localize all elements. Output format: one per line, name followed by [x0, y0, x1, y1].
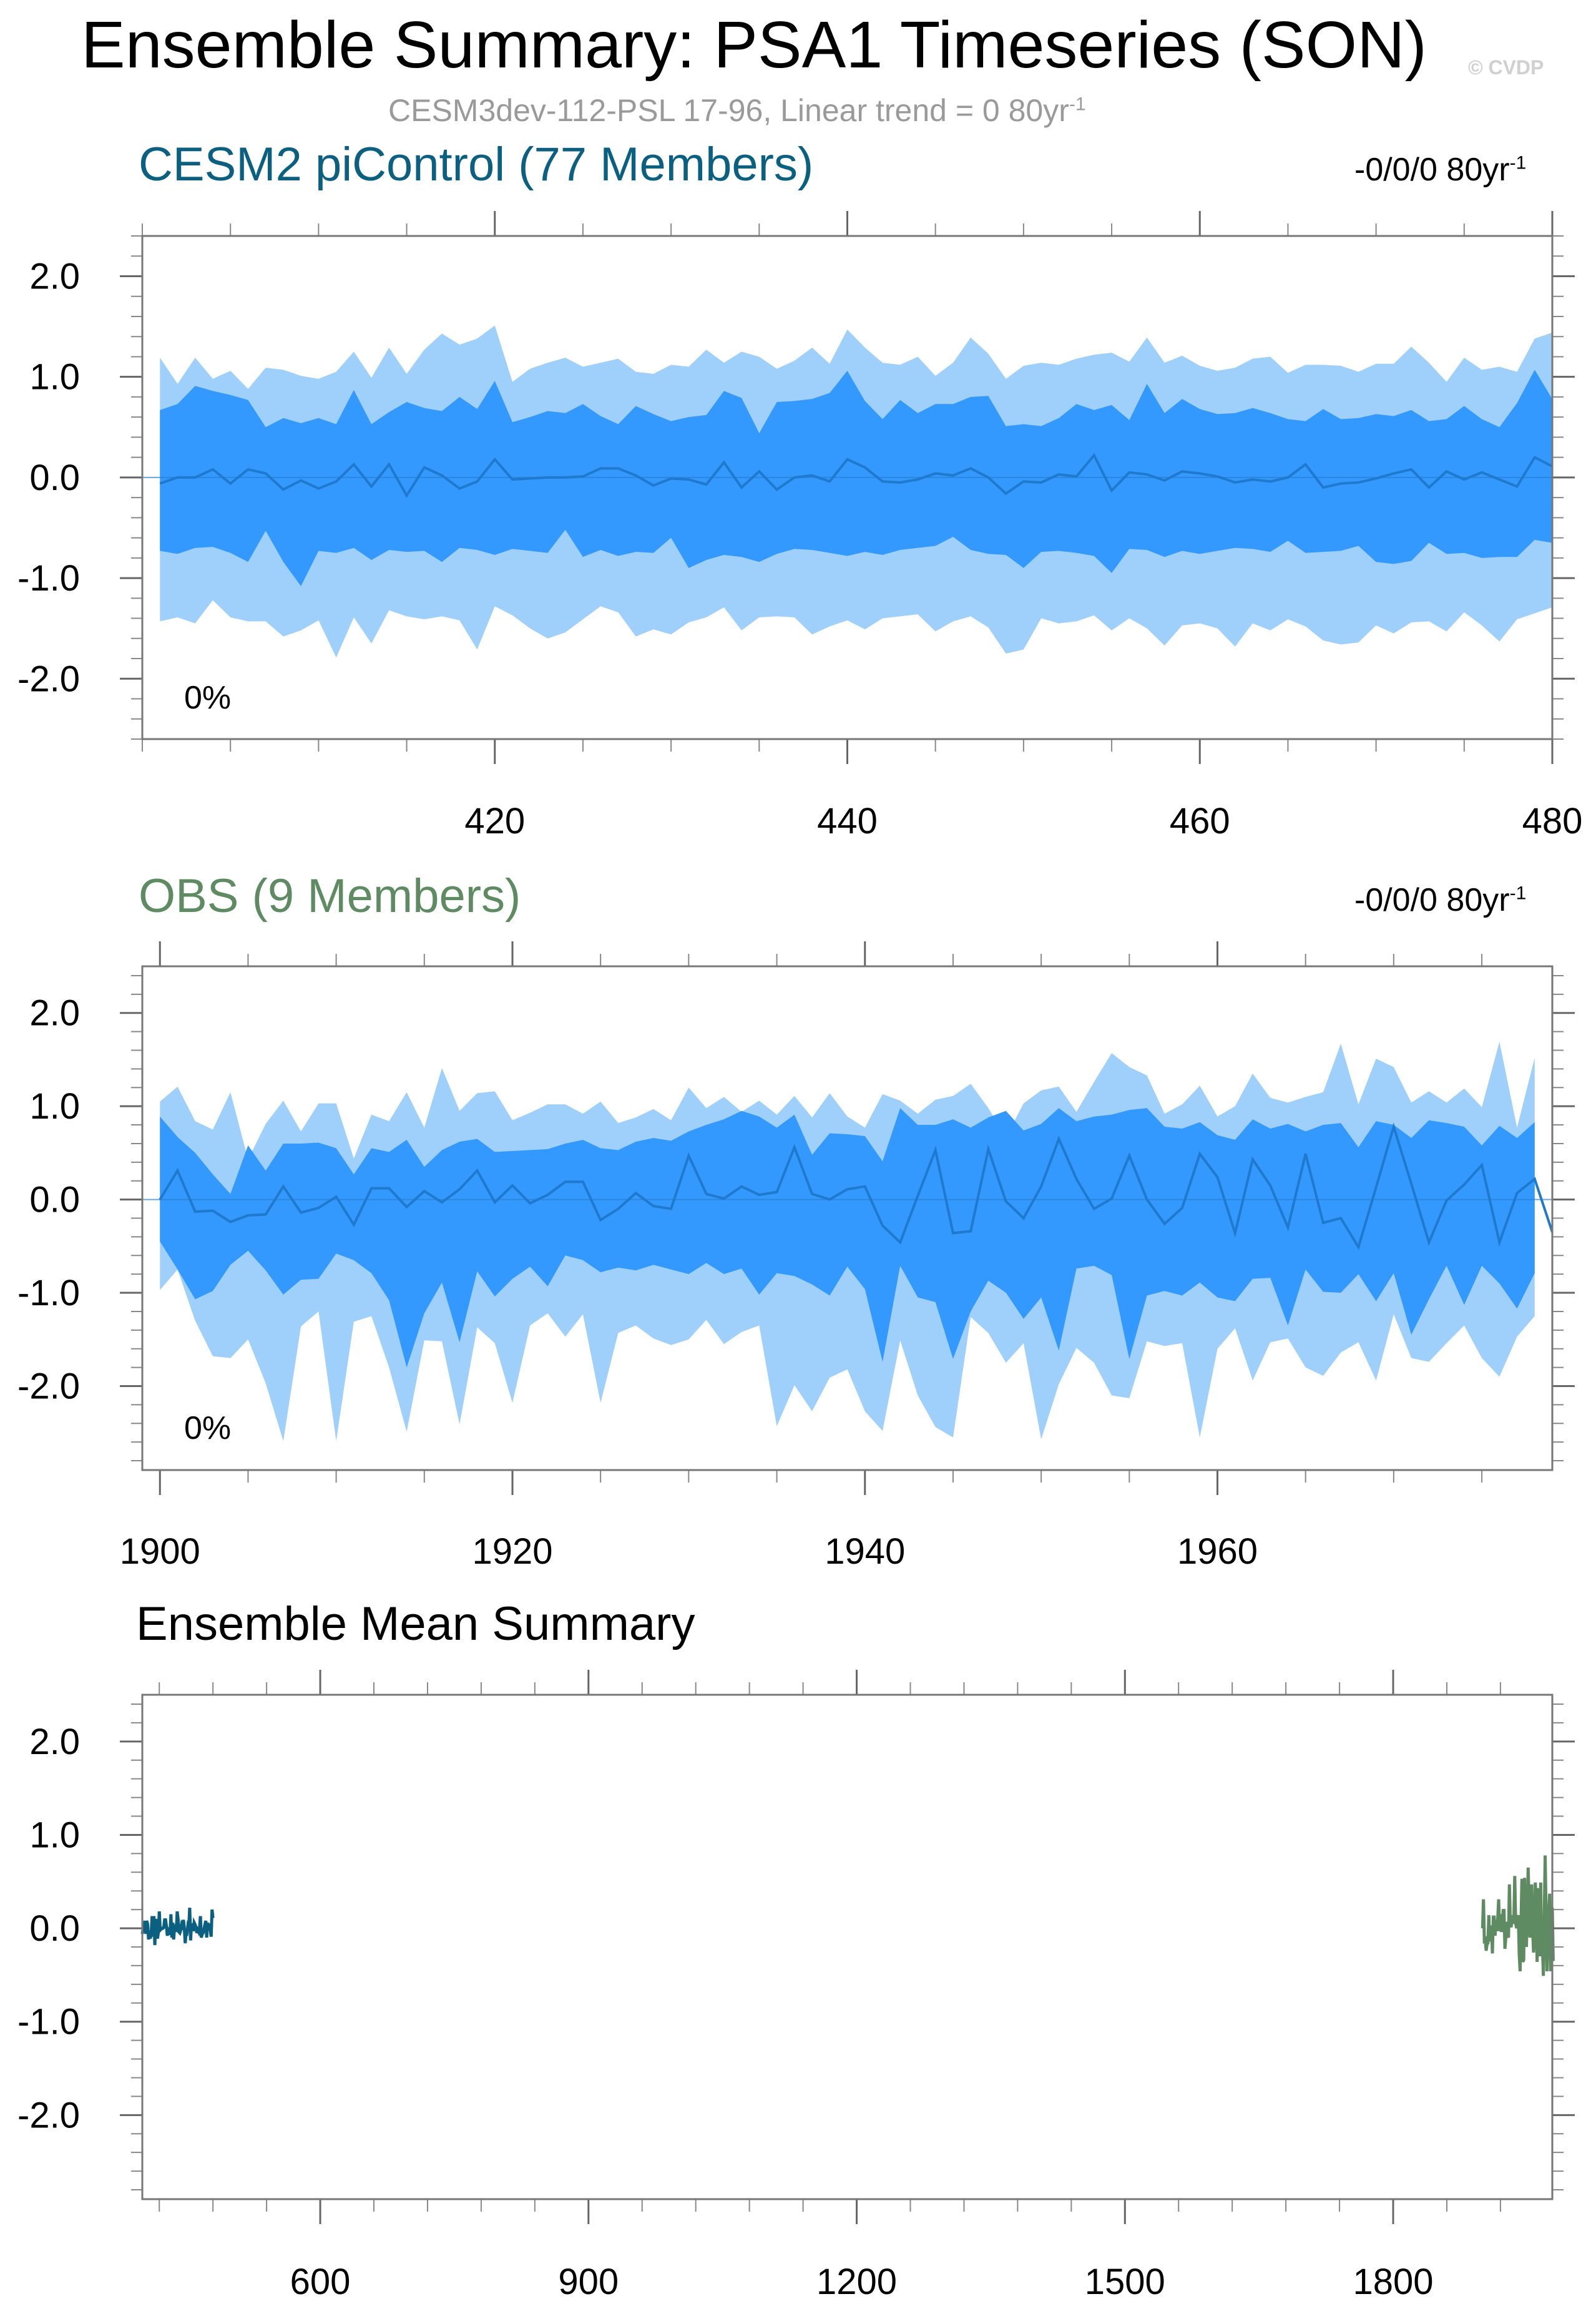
trend-superscript-cesm: -1 [1509, 152, 1527, 174]
cesm-y-tick-label: 0.0 [29, 458, 80, 498]
obs-y-tick-label: 2.0 [29, 993, 80, 1034]
cesm-plot-frame [141, 235, 1554, 740]
obs-mean-series-line [1481, 1855, 1555, 1976]
obs-y-tick-label: -1.0 [17, 1273, 80, 1313]
obs-y-tick-label: 0.0 [29, 1180, 80, 1220]
summary-y-tick-label: 1.0 [29, 1815, 80, 1855]
cesm-ensemble-mean-line [159, 453, 1553, 498]
cesm-x-tick-label: 460 [1170, 801, 1230, 841]
panel-title-ensemble-mean: Ensemble Mean Summary [136, 1597, 695, 1650]
trend-label-cesm: -0/0/0 80yr-1 [1354, 151, 1526, 189]
obs-y-tick-label: -2.0 [17, 1366, 80, 1407]
trend-label-obs: -0/0/0 80yr-1 [1354, 881, 1526, 919]
summary-y-tick-label: -2.0 [17, 2095, 80, 2135]
summary-x-tick-label: 900 [558, 2262, 619, 2302]
panel-title-cesm: CESM2 piControl (77 Members) [139, 138, 814, 191]
cesm-percent-label: 0% [184, 680, 231, 716]
cesm-x-tick-label: 440 [817, 801, 878, 841]
obs-x-tick-label: 1960 [1177, 1531, 1258, 1572]
cesm-y-tick-label: -1.0 [17, 558, 80, 599]
chart-panel-obs: 2.0 1.0 0.0 -1.0 -2.0 1900 1920 1940 1960 0% [17, 941, 1575, 1572]
obs-percent-label: 0% [184, 1410, 231, 1446]
summary-x-tick-label: 1200 [816, 2262, 897, 2302]
summary-x-tick-label: 600 [290, 2262, 351, 2302]
summary-y-tick-label: -1.0 [17, 2002, 80, 2042]
summary-x-tick-label: 1500 [1085, 2262, 1165, 2302]
obs-x-tick-label: 1900 [120, 1531, 200, 1572]
obs-inner-range-band [160, 1108, 1535, 1368]
trend-text-obs: -0/0/0 80yr [1354, 882, 1510, 918]
obs-x-tick-label: 1940 [825, 1531, 905, 1572]
summary-plot-frame [141, 1694, 1554, 2200]
chart-panel-ensemble-mean: 2.0 1.0 0.0 -1.0 -2.0 600 900 1200 1500 1800 [17, 1670, 1575, 2302]
obs-ensemble-mean-line [159, 1122, 1554, 1250]
cesm-x-tick-label: 420 [464, 801, 525, 841]
obs-plot-frame [141, 965, 1554, 1471]
main-title: Ensemble Summary: PSA1 Timeseries (SON) [81, 8, 1427, 82]
subtitle: CESM3dev-112-PSL 17-96, Linear trend = 0… [388, 92, 1086, 129]
summary-y-tick-label: 0.0 [29, 1908, 80, 1949]
copyright-label: © CVDP [1468, 56, 1544, 79]
obs-x-tick-label: 1920 [472, 1531, 552, 1572]
obs-y-tick-label: 1.0 [29, 1086, 80, 1127]
cesm-y-tick-label: -2.0 [17, 659, 80, 699]
cesm-y-tick-label: 1.0 [29, 357, 80, 398]
summary-x-tick-label: 1800 [1353, 2262, 1434, 2302]
summary-y-tick-label: 2.0 [29, 1722, 80, 1762]
cesm-mean-series-line [140, 1908, 215, 1946]
chart-panel-cesm: 2.0 1.0 0.0 -1.0 -2.0 420 440 460 480 0% [17, 211, 1582, 841]
trend-superscript-obs: -1 [1509, 883, 1527, 904]
cesm-x-tick-label: 480 [1522, 801, 1583, 841]
subtitle-superscript: -1 [1069, 94, 1086, 115]
cesm-y-tick-label: 2.0 [29, 256, 80, 297]
trend-text-cesm: -0/0/0 80yr [1354, 152, 1510, 188]
subtitle-text: CESM3dev-112-PSL 17-96, Linear trend = 0… [388, 93, 1069, 128]
panel-title-obs: OBS (9 Members) [139, 870, 521, 923]
